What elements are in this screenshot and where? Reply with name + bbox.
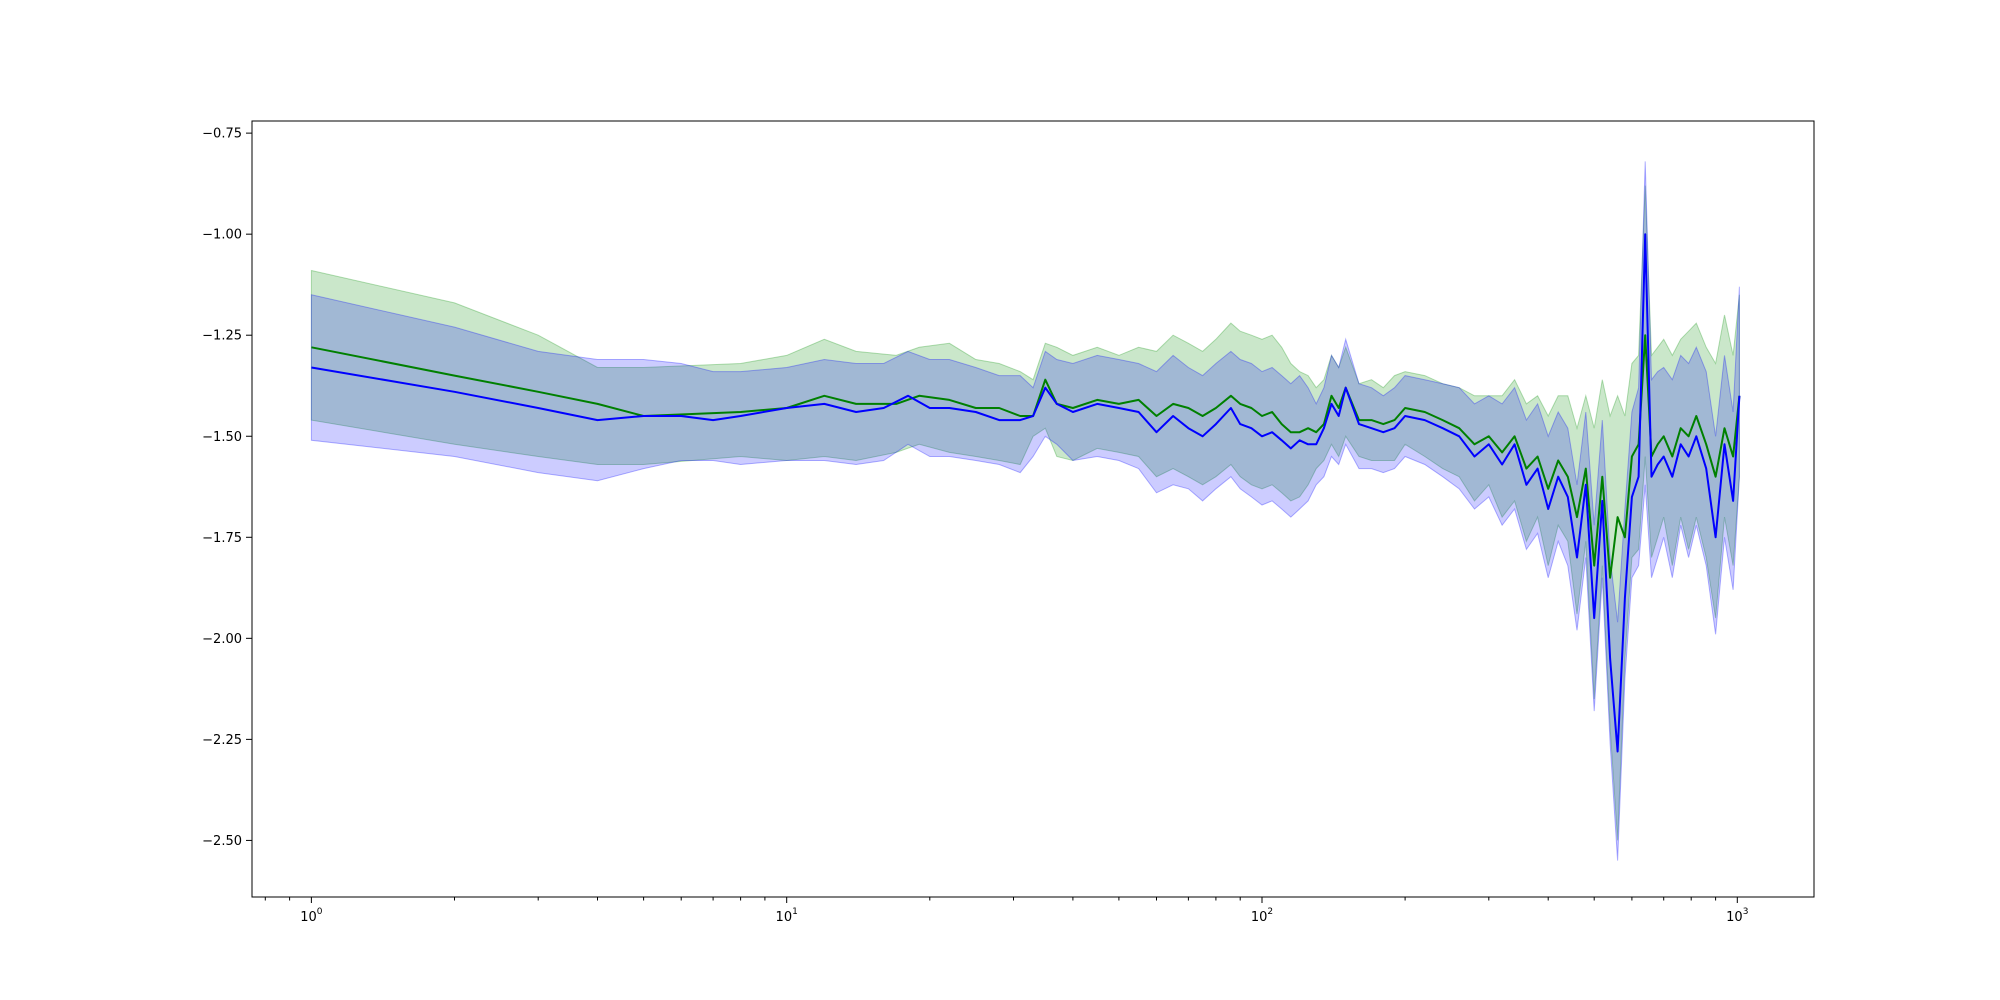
y-tick-label: −2.50	[202, 834, 242, 849]
plot-frame	[251, 120, 1815, 898]
series-lines	[311, 233, 1741, 753]
confidence-bands	[310, 161, 1740, 861]
series-2-band	[310, 161, 1740, 861]
x-tick-label: 103	[1726, 907, 1748, 925]
y-tick-label: −1.25	[202, 329, 242, 344]
x-tick-label: 102	[1251, 907, 1273, 925]
series-1-band	[310, 185, 1740, 841]
x-tick-label: 101	[776, 907, 798, 925]
y-axis: −0.75 −1.00 −1.25 −1.50 −1.75 −2.00 −2.25 −2.50	[202, 127, 252, 849]
y-tick-label: −0.75	[202, 127, 242, 142]
y-tick-label: −1.00	[202, 228, 242, 243]
y-tick-label: −2.00	[202, 632, 242, 647]
y-tick-label: −1.50	[202, 430, 242, 445]
y-tick-label: −2.25	[202, 733, 242, 748]
x-tick-label: 100	[300, 907, 323, 925]
x-axis: 100 101 102 103	[264, 897, 1748, 925]
series-2-line	[311, 233, 1741, 753]
y-tick-label: −1.75	[202, 531, 242, 546]
